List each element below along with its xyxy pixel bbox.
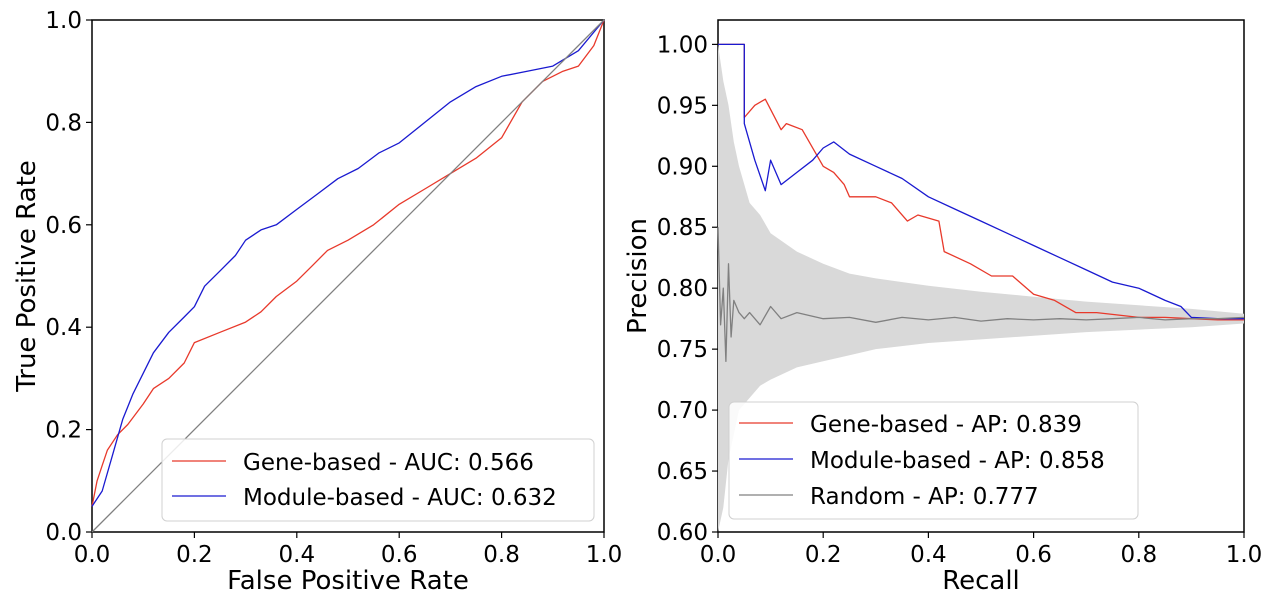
roc-y-axis-label: True Positive Rate [12,160,42,393]
pr-series-line-module [718,43,1244,320]
roc-x-tick-label: 0.0 [74,542,111,568]
roc-x-tick-label: 0.8 [483,542,520,568]
pr-legend-box [728,401,1139,520]
pr-x-tick-label: 1.0 [1226,542,1263,568]
roc-y-tick-label: 0.0 [45,520,82,546]
roc-legend-box [161,438,595,522]
roc-y-tick-label: 0.2 [45,418,82,444]
pr-lines [717,43,1245,362]
pr-legend: Gene-based - AP: 0.839 Module-based - AP… [728,401,1139,520]
pr-y-tick-label: 0.70 [657,398,708,424]
roc-legend-label-module: Module-based - AUC: 0.632 [243,485,557,511]
roc-y-tick-label: 0.4 [45,315,82,341]
pr-y-tick-label: 0.60 [657,520,708,546]
pr-legend-label-random: Random - AP: 0.777 [810,484,1039,510]
pr-x-tick-label: 0.2 [805,542,842,568]
pr-random-band [718,44,1244,533]
pr-y-tick-label: 0.75 [657,337,708,363]
pr-y-tick-label: 0.80 [657,276,708,302]
pr-y-tick-label: 1.00 [657,32,708,58]
pr-x-ticks: 0.0 0.2 0.4 0.6 0.8 1.0 [700,532,1263,568]
roc-y-tick-label: 0.6 [45,213,82,239]
pr-y-ticks: 0.60 0.65 0.70 0.75 0.80 0.85 0.90 0.95 1.00 [657,32,718,546]
roc-legend-label-gene: Gene-based - AUC: 0.566 [243,450,534,476]
pr-y-tick-label: 0.95 [657,93,708,119]
roc-y-tick-label: 1.0 [45,8,82,34]
pr-x-tick-label: 0.8 [1121,542,1158,568]
pr-y-tick-label: 0.65 [657,459,708,485]
pr-y-tick-label: 0.85 [657,215,708,241]
roc-legend: Gene-based - AUC: 0.566 Module-based - A… [161,438,595,522]
roc-y-ticks: 0.0 0.2 0.4 0.6 0.8 1.0 [45,8,92,546]
pr-x-tick-label: 0.4 [910,542,947,568]
pr-series-line-gene [718,43,1244,321]
pr-panel: 0.60 0.65 0.70 0.75 0.80 0.85 0.90 0.95 1.00 0.0… [623,19,1263,596]
roc-x-tick-label: 0.6 [381,542,418,568]
roc-x-ticks: 0.0 0.2 0.4 0.6 0.8 1.0 [74,532,623,568]
roc-series-line-module [91,19,605,507]
roc-panel: 0.0 0.2 0.4 0.6 0.8 1.0 0.0 0.2 0.4 0.6 0.8 1.0 Fa… [12,8,622,596]
pr-x-axis-label: Recall [942,566,1020,596]
roc-x-axis-label: False Positive Rate [227,566,469,596]
roc-y-tick-label: 0.8 [45,110,82,136]
pr-y-tick-label: 0.90 [657,154,708,180]
pr-x-tick-label: 0.0 [700,542,737,568]
roc-x-tick-label: 1.0 [586,542,623,568]
pr-legend-label-module: Module-based - AP: 0.858 [810,448,1105,474]
pr-legend-label-gene: Gene-based - AP: 0.839 [810,412,1082,438]
roc-x-tick-label: 0.2 [176,542,213,568]
pr-y-axis-label: Precision [623,218,653,334]
pr-random-band-area [718,44,1244,533]
pr-series-line-random [717,227,1245,362]
pr-x-tick-label: 0.6 [1015,542,1052,568]
roc-x-tick-label: 0.4 [279,542,316,568]
